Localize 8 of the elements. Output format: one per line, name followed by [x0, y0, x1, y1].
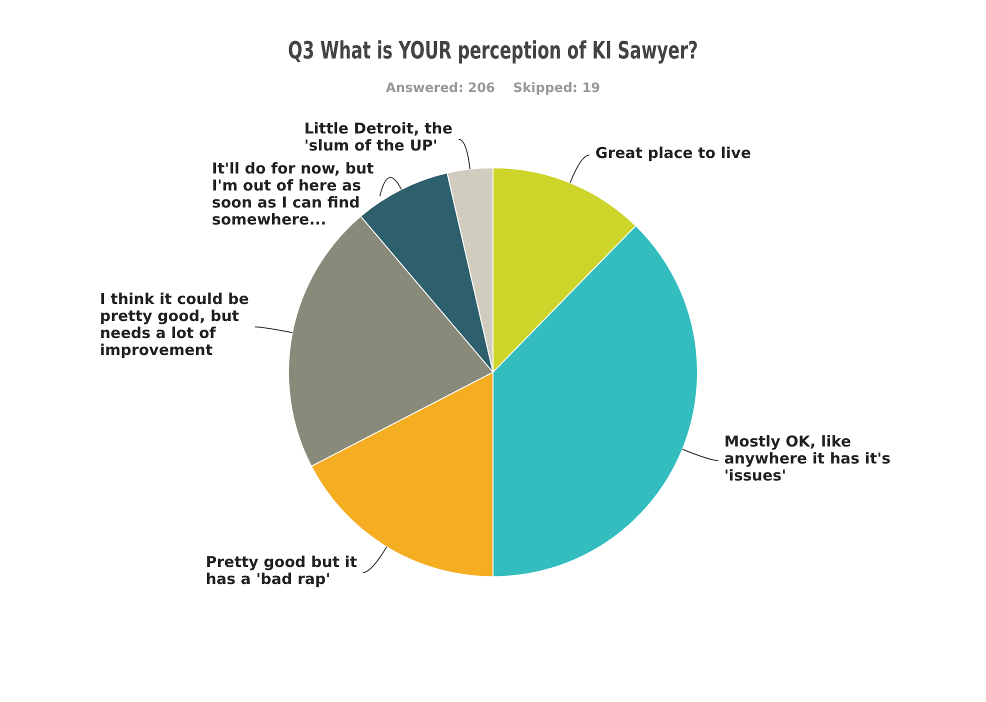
slice-label: Little Detroit, the 'slum of the UP': [304, 120, 453, 155]
slice-label: It'll do for now, but I'm out of here as soon as I can find somewhere...: [212, 160, 374, 229]
slice-label: Great place to live: [595, 144, 751, 162]
slice-label: Mostly OK, like anywhere it has it's 'issues': [724, 432, 891, 484]
chart-title: Q3 What is YOUR perception of KI Sawyer?: [288, 36, 698, 64]
slice-label: Pretty good but it has a 'bad rap': [206, 552, 358, 588]
slice-label: I think it could be pretty good, but needs a lot of improvement: [100, 290, 249, 360]
chart-subtitle: Answered: 206 Skipped: 19: [386, 80, 600, 96]
